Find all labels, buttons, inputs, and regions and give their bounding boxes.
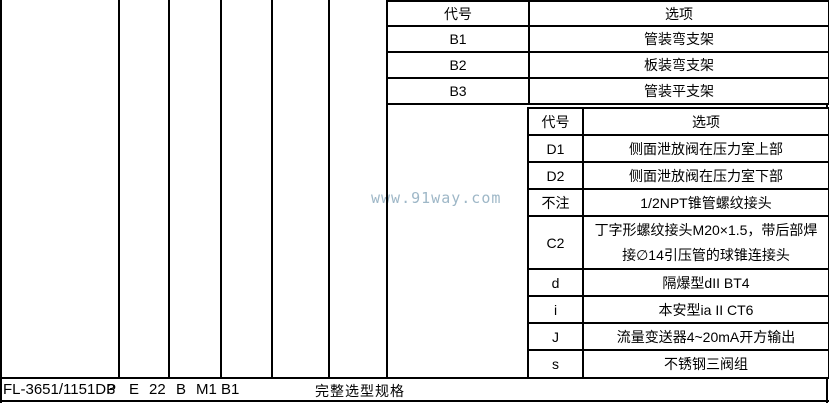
option-header: 选项 (528, 0, 829, 27)
code-cell: s (527, 349, 584, 379)
code-cell: d (527, 268, 584, 297)
code-cell: D1 (527, 134, 584, 163)
table-header-row: 代号 选项 (527, 107, 829, 136)
column-divider-line (118, 0, 120, 378)
model-segment: E (129, 381, 140, 398)
code-cell: C2 (527, 215, 584, 270)
option-cell: 1/2NPT锥管螺纹接头 (582, 188, 829, 217)
code-cell: D2 (527, 161, 584, 190)
table-row: i 本安型ia II CT6 (527, 295, 829, 324)
option-cell: 管装弯支架 (528, 25, 829, 53)
additional-options-table: 代号 选项 D1 侧面泄放阀在压力室上部 D2 侧面泄放阀在压力室下部 不注 1… (527, 107, 829, 379)
code-cell: i (527, 295, 584, 324)
table-row: 不注 1/2NPT锥管螺纹接头 (527, 188, 829, 217)
spec-label: 完整选型规格 (315, 383, 405, 399)
model-base-code: FL-3651/1151DP (3, 381, 117, 398)
outer-bottom-border (0, 400, 829, 402)
model-segment: M1 (196, 381, 217, 398)
option-cell: 管装平支架 (528, 77, 829, 105)
complete-model-row: FL-3651/1151DP 3 E 22 B M1 B1 完整选型规格 (0, 377, 829, 401)
outer-left-border (0, 0, 2, 403)
column-divider-line (220, 0, 222, 378)
code-header: 代号 (386, 0, 530, 27)
footer-top-line (0, 377, 829, 379)
option-cell: 板装弯支架 (528, 51, 829, 79)
model-segment: B1 (221, 381, 240, 398)
table-row: D2 侧面泄放阀在压力室下部 (527, 161, 829, 190)
code-cell: B2 (386, 51, 530, 79)
column-divider-line (168, 0, 170, 378)
option-cell: 侧面泄放阀在压力室上部 (582, 134, 829, 163)
option-cell: 丁字形螺纹接头M20×1.5，带后部焊 接∅14引压管的球锥连接头 (582, 215, 829, 270)
option-cell: 侧面泄放阀在压力室下部 (582, 161, 829, 190)
table-row: D1 侧面泄放阀在压力室上部 (527, 134, 829, 163)
column-divider-line (386, 0, 388, 378)
column-divider-line (328, 0, 330, 378)
table-row: s 不锈钢三阀组 (527, 349, 829, 379)
model-segment: 22 (149, 381, 166, 398)
code-header: 代号 (527, 107, 584, 136)
option-cell: 隔爆型dII BT4 (582, 268, 829, 297)
table-row: B2 板装弯支架 (386, 51, 829, 79)
column-divider-line (271, 0, 273, 378)
table-row: J 流量变送器4~20mA开方输出 (527, 322, 829, 351)
option-header: 选项 (582, 107, 829, 136)
table-row: B3 管装平支架 (386, 77, 829, 105)
option-cell: 流量变送器4~20mA开方输出 (582, 322, 829, 351)
table-row: C2 丁字形螺纹接头M20×1.5，带后部焊 接∅14引压管的球锥连接头 (527, 215, 829, 270)
code-cell: B1 (386, 25, 530, 53)
model-segment: B (176, 381, 187, 398)
option-cell: 本安型ia II CT6 (582, 295, 829, 324)
table-row: d 隔爆型dII BT4 (527, 268, 829, 297)
table-row: B1 管装弯支架 (386, 25, 829, 53)
code-cell: J (527, 322, 584, 351)
code-cell: 不注 (527, 188, 584, 217)
option-cell: 不锈钢三阀组 (582, 349, 829, 379)
mounting-bracket-options-table: 代号 选项 B1 管装弯支架 B2 板装弯支架 B3 管装平支架 (386, 0, 829, 105)
code-cell: B3 (386, 77, 530, 105)
model-segment: 3 (107, 381, 116, 398)
watermark-text: www.91way.com (371, 189, 502, 207)
table-header-row: 代号 选项 (386, 0, 829, 27)
